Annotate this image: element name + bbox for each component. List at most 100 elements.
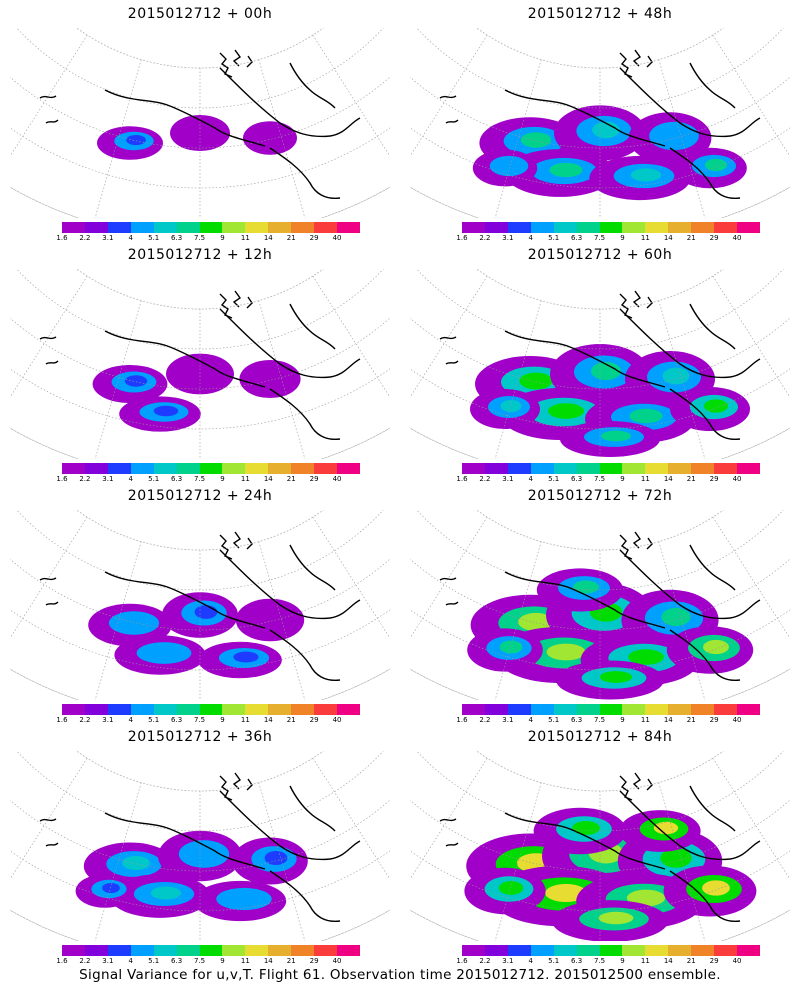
colorbar-tick-label: 21 <box>286 475 296 483</box>
colorbar-swatch <box>668 463 692 474</box>
colorbar-swatch <box>622 463 646 474</box>
colorbar-swatch <box>462 222 485 233</box>
colorbar-tick-label: 3.1 <box>102 475 114 483</box>
colorbar-tick-label: 21 <box>686 957 696 965</box>
colorbar-tick-label: 40 <box>732 234 742 242</box>
colorbar-swatch <box>84 222 108 233</box>
colorbar-tick-label: 4 <box>528 234 533 242</box>
colorbar-swatch <box>199 463 223 474</box>
colorbar-swatch <box>507 945 531 956</box>
colorbar-tick-label: 3.1 <box>102 716 114 724</box>
map-boundary <box>410 269 790 459</box>
colorbar-tick-label: 3.1 <box>502 957 514 965</box>
colorbar-tick-label: 4 <box>128 716 133 724</box>
colorbar-tick-label: 1.6 <box>456 475 468 483</box>
colorbar-swatch <box>576 945 600 956</box>
colorbar-swatch <box>714 463 738 474</box>
colorbar-swatch <box>268 704 292 715</box>
colorbar-tick-label: 6.3 <box>171 957 183 965</box>
colorbar-tick-label: 21 <box>286 234 296 242</box>
colorbar-swatch <box>691 945 715 956</box>
variance-region <box>704 158 728 172</box>
map-boundary <box>10 269 390 459</box>
colorbar-tick-label: 14 <box>663 716 673 724</box>
colorbar-swatch <box>645 945 669 956</box>
colorbar-tick-label: 9 <box>220 957 225 965</box>
colorbar-tick-label: 6.3 <box>571 234 583 242</box>
colorbar-tick-label: 4 <box>128 475 133 483</box>
colorbar-swatch <box>484 222 508 233</box>
graticule <box>410 751 790 941</box>
colorbar-swatch <box>507 704 531 715</box>
colorbar <box>62 463 360 474</box>
colorbar-labels: 1.6 2.2 3.1 4 5.1 6.3 7.5 9 11 14 21 29 40 <box>456 957 766 967</box>
colorbar-tick-label: 14 <box>263 234 273 242</box>
variance-region <box>572 821 600 835</box>
colorbar-swatch <box>199 222 223 233</box>
colorbar-swatch <box>176 222 200 233</box>
coastline <box>39 290 361 441</box>
colorbar-tick-label: 29 <box>309 716 319 724</box>
colorbar-swatch <box>668 704 692 715</box>
variance-region <box>194 605 218 619</box>
colorbar-tick-label: 6.3 <box>571 716 583 724</box>
map-panel: 2015012712 + 24h 1.6 2.2 3.1 4 5.1 6.3 7.5 9 11 14… <box>0 482 400 727</box>
colorbar-tick-label: 6.3 <box>171 234 183 242</box>
colorbar-tick-label: 2.2 <box>479 234 491 242</box>
colorbar-swatch <box>553 945 577 956</box>
colorbar-swatch <box>62 945 85 956</box>
variance-region <box>501 159 521 171</box>
colorbar-swatch <box>691 222 715 233</box>
variance-region <box>601 430 631 442</box>
colorbar-swatch <box>691 463 715 474</box>
variance-region <box>243 121 297 155</box>
colorbar-swatch <box>84 704 108 715</box>
variance-region <box>123 615 149 629</box>
colorbar-tick-label: 40 <box>732 475 742 483</box>
panel-title: 2015012712 + 84h <box>527 729 673 745</box>
polar-map <box>410 751 790 941</box>
colorbar-swatch <box>291 704 315 715</box>
colorbar-swatch <box>176 463 200 474</box>
map-boundary <box>10 28 390 218</box>
colorbar-tick-label: 1.6 <box>456 716 468 724</box>
colorbar <box>62 222 360 233</box>
colorbar-tick-label: 7.5 <box>593 716 606 724</box>
colorbar-tick-label: 11 <box>240 475 250 483</box>
panel-title: 2015012712 + 60h <box>527 247 673 263</box>
colorbar-swatch <box>553 222 577 233</box>
colorbar-swatch <box>714 222 738 233</box>
colorbar-swatch <box>737 704 760 715</box>
colorbar-tick-label: 1.6 <box>56 234 68 242</box>
colorbar-swatch <box>507 222 531 233</box>
colorbar-tick-label: 11 <box>640 475 650 483</box>
variance-region <box>150 886 182 900</box>
colorbar-swatch <box>576 222 600 233</box>
colorbar-swatch <box>245 704 269 715</box>
polar-map <box>10 28 390 218</box>
colorbar-tick-label: 21 <box>686 475 696 483</box>
colorbar-swatch <box>462 704 485 715</box>
colorbar-swatch <box>291 945 315 956</box>
colorbar-labels: 1.6 2.2 3.1 4 5.1 6.3 7.5 9 11 14 21 29 40 <box>456 234 766 244</box>
colorbar-tick-label: 11 <box>240 957 250 965</box>
graticule <box>10 269 390 459</box>
colorbar-tick-label: 14 <box>663 475 673 483</box>
colorbar-tick-label: 4 <box>528 957 533 965</box>
colorbar-swatch <box>622 222 646 233</box>
panel-title: 2015012712 + 72h <box>527 488 673 504</box>
colorbar-tick-label: 2.2 <box>79 234 91 242</box>
variance-region <box>239 359 301 399</box>
colorbar-tick-label: 9 <box>620 475 625 483</box>
colorbar-tick-label: 40 <box>332 475 342 483</box>
variance-region <box>126 134 146 146</box>
colorbar-swatch <box>714 945 738 956</box>
coastline <box>439 49 761 200</box>
map-panel: 2015012712 + 60h 1.6 2.2 3.1 4 5.1 6.3 7.5 9 11 14… <box>400 241 800 486</box>
colorbar-swatch <box>153 222 177 233</box>
colorbar-swatch <box>691 704 715 715</box>
variance-region <box>122 855 150 871</box>
graticule <box>10 28 390 218</box>
colorbar-tick-label: 5.1 <box>148 234 160 242</box>
variance-region <box>661 607 691 627</box>
